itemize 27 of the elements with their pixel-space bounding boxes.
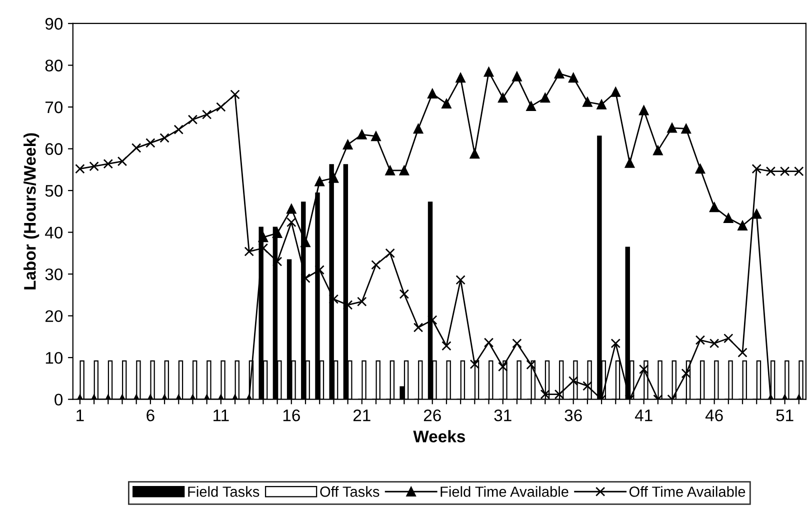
x-tick-label: 16 (283, 409, 300, 422)
x-tick-label: 1 (76, 410, 84, 422)
x-tick-label: 51 (776, 410, 794, 422)
x-tick-label: 31 (494, 409, 512, 422)
x-axis-title: Weeks (413, 430, 465, 442)
y-tick-label: 40 (45, 226, 63, 238)
x-tick-label: 41 (634, 410, 652, 422)
x-tick-label: 6 (146, 409, 154, 422)
y-tick-label: 60 (45, 143, 63, 155)
y-axis-title: Labor (Hours/Week) (24, 133, 40, 290)
y-tick-label: 80 (45, 60, 63, 72)
y-tick-label: 10 (46, 352, 63, 364)
legend-label: Off Time Available (629, 486, 746, 497)
legend-label: Field Time Available (440, 486, 568, 497)
y-tick-label: 30 (45, 268, 63, 280)
y-tick-label: 50 (45, 184, 63, 197)
y-tick-label: 70 (45, 101, 63, 114)
x-tick-label: 46 (705, 409, 723, 422)
y-tick-label: 20 (45, 310, 63, 322)
x-tick-label: 36 (564, 409, 582, 422)
x-tick-label: 26 (424, 409, 441, 422)
legend-label: Off Tasks (320, 486, 380, 497)
x-tick-label: 21 (353, 409, 370, 422)
legend-label: Field Tasks (188, 486, 260, 497)
y-tick-label: 0 (54, 394, 63, 406)
y-tick-label: 90 (45, 18, 63, 30)
x-tick-label: 11 (214, 410, 229, 422)
